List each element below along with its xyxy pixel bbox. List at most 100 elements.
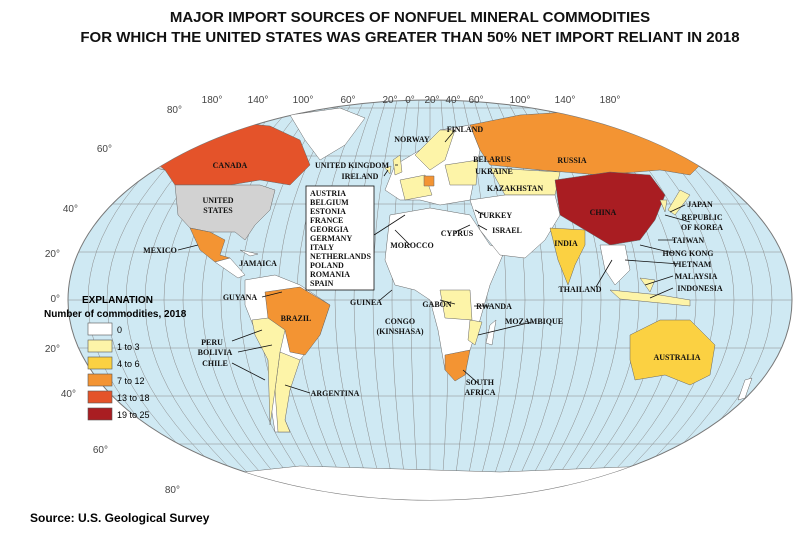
japan-korea [659, 189, 691, 216]
title-line: FOR WHICH THE UNITED STATES WAS GREATER … [80, 29, 739, 46]
country-label: CYPRUS [441, 229, 474, 238]
europe-country: GERMANY [310, 234, 352, 243]
longitude-label: 0° [405, 95, 415, 106]
legend-swatch [87, 390, 113, 404]
argentina [274, 351, 301, 433]
legend-swatch [87, 322, 113, 336]
central-africa [439, 289, 483, 346]
country-label: ISRAEL [492, 226, 522, 235]
country-label: SOUTH AFRICA [464, 378, 495, 397]
country-label: KAZAKHSTAN [487, 184, 544, 193]
legend-swatch [87, 356, 113, 370]
country-label-line: CONGO [385, 317, 415, 326]
country-label: UKRAINE [475, 167, 513, 176]
longitude-label: 60° [340, 95, 355, 106]
europe-country: FRANCE [310, 216, 343, 225]
europe-country: ITALY [310, 243, 334, 252]
longitude-label: 40° [445, 95, 460, 106]
light-europe [399, 159, 479, 201]
country-label: REPUBLIC OF KOREA [681, 213, 723, 232]
legend: EXPLANATION Number of commodities, 2018 … [44, 295, 187, 421]
europe-country: SPAIN [310, 279, 334, 288]
country-label: BELARUS [473, 155, 511, 164]
legend-label: 0 [117, 325, 122, 335]
europe-country: AUSTRIA [310, 189, 346, 198]
meridian [372, 100, 398, 500]
andes-countries [251, 317, 286, 426]
central-america [214, 249, 259, 279]
longitude-label: 180° [600, 95, 621, 106]
europe-country: BELGIUM [310, 198, 349, 207]
country-label: BRAZIL [281, 314, 312, 323]
europe-country: NETHERLANDS [310, 252, 371, 261]
legend-swatch [87, 373, 113, 387]
country-label: MEXICO [143, 246, 177, 255]
country-label: BOLIVIA [198, 348, 233, 357]
legend-label: 19 to 25 [117, 410, 150, 420]
country-label: AUSTRALIA [653, 353, 700, 362]
country-label: VIETNAM [673, 260, 712, 269]
country-label: UNITED KINGDOM [315, 161, 389, 170]
germany-block [423, 175, 435, 187]
country-label: JAMAICA [239, 259, 277, 268]
longitude-label: 180° [202, 95, 223, 106]
legend-label: 1 to 3 [117, 342, 140, 352]
country-label: ARGENTINA [311, 389, 360, 398]
longitude-label: 140° [555, 95, 576, 106]
country-label: INDONESIA [677, 284, 723, 293]
latitude-label: 80° [165, 485, 180, 496]
country-label-line: UNITED [202, 196, 233, 205]
longitude-label: 60° [468, 95, 483, 106]
latitude-label: 0° [50, 294, 60, 305]
china [554, 171, 666, 246]
leader-lines [177, 129, 691, 394]
legend-subtitle: Number of commodities, 2018 [44, 309, 187, 320]
country-label: PERU [201, 338, 223, 347]
country-label: IRELAND [342, 172, 379, 181]
latitude-label: 80° [167, 105, 182, 116]
southeast-asia [599, 244, 631, 286]
country-label: GUYANA [223, 293, 258, 302]
longitude-label: 100° [510, 95, 531, 106]
country-label-line: STATES [203, 206, 233, 215]
legend-label: 4 to 6 [117, 359, 140, 369]
legend-swatch [87, 407, 113, 421]
country-label: MOROCCO [390, 241, 434, 250]
legend-swatch [87, 339, 113, 353]
country-label: INDIA [554, 239, 578, 248]
india [549, 227, 586, 286]
country-label-line: OF KOREA [681, 223, 723, 232]
europe-country: POLAND [310, 261, 344, 270]
legend-title: EXPLANATION [82, 295, 153, 306]
europe-country: ROMANIA [310, 270, 350, 279]
latitude-label: 60° [93, 445, 108, 456]
mexico [189, 227, 231, 263]
source: Source: U.S. Geological Survey [30, 511, 210, 525]
meridian [353, 100, 387, 500]
country-label: JAPAN [687, 200, 713, 209]
title-line: MAJOR IMPORT SOURCES OF NONFUEL MINERAL … [170, 9, 650, 26]
country-labels: CANADA UNITED STATES MEXICO JAMAICA GUYANA BRA… [143, 125, 723, 398]
country-label: CONGO (KINSHASA) [376, 317, 423, 336]
meridian [334, 100, 376, 500]
longitude-label: 20° [424, 95, 439, 106]
country-label: NORWAY [394, 135, 430, 144]
south-africa [444, 349, 471, 382]
country-label: TURKEY [478, 211, 512, 220]
country-label-line: (KINSHASA) [376, 327, 423, 336]
country-label: FINLAND [447, 125, 484, 134]
latitude-label: 60° [97, 144, 112, 155]
legend-label: 13 to 18 [117, 393, 150, 403]
longitude-label: 100° [293, 95, 314, 106]
europe-country: ESTONIA [310, 207, 346, 216]
latitude-label: 20° [45, 344, 60, 355]
greenland [289, 107, 366, 161]
country-label: TAIWAN [672, 236, 705, 245]
middle-east [469, 194, 561, 259]
united-states [174, 184, 276, 241]
country-label: RUSSIA [557, 156, 587, 165]
latitude-label: 20° [45, 249, 60, 260]
country-label-line: SOUTH [466, 378, 495, 387]
country-label-line: AFRICA [464, 388, 495, 397]
